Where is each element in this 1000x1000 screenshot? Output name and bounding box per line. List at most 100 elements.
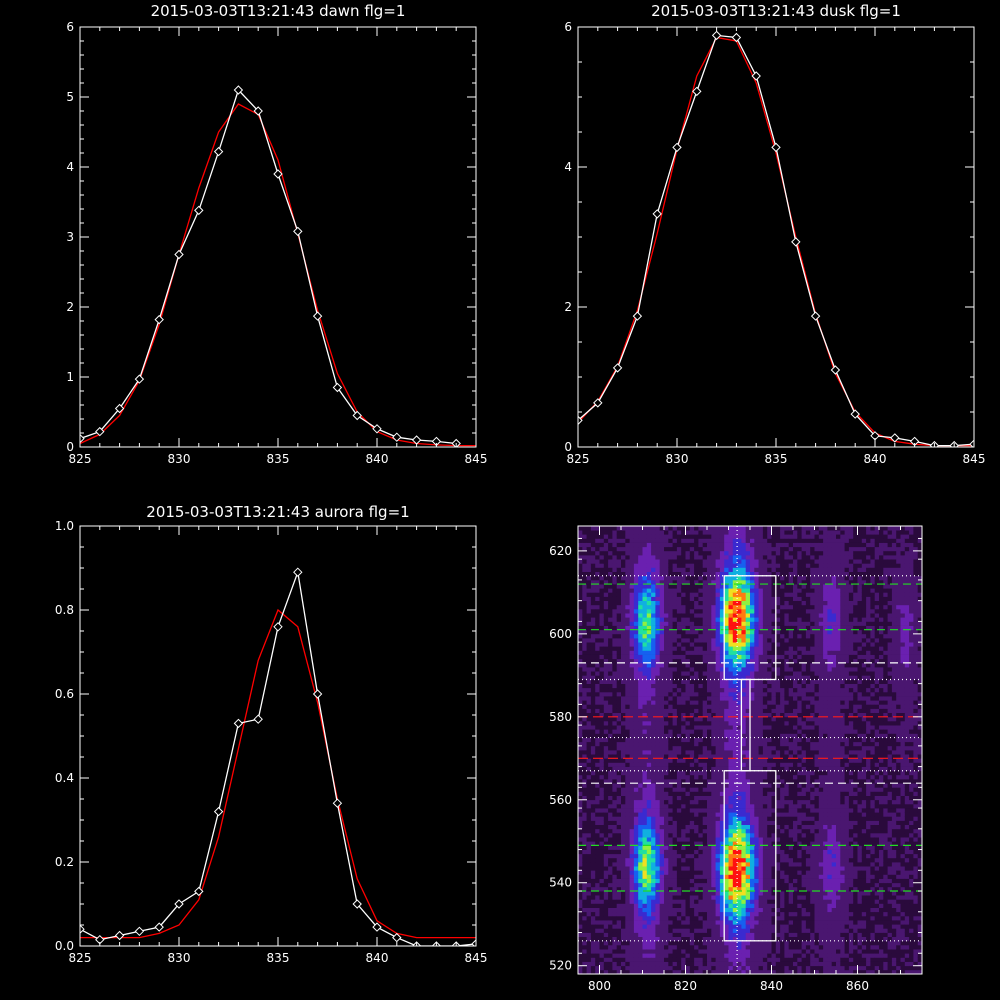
heatmap-cell: [702, 617, 708, 622]
heatmap-cell: [638, 795, 643, 801]
heatmap-cell: [642, 953, 648, 958]
heatmap-cell: [595, 745, 600, 751]
heatmap-cell: [745, 646, 751, 651]
heatmap-cell: [664, 953, 669, 958]
heatmap-cell: [625, 555, 630, 560]
heatmap-cell: [758, 891, 764, 896]
heatmap-cell: [642, 857, 648, 863]
heatmap-cell: [651, 609, 656, 614]
heatmap-cell: [608, 679, 613, 684]
heatmap-cell: [582, 687, 587, 693]
heatmap-cell: [599, 650, 605, 655]
heatmap-cell: [676, 770, 682, 776]
heatmap-cell: [621, 526, 626, 531]
heatmap-cell: [638, 766, 643, 772]
heatmap-cell: [741, 878, 747, 884]
heatmap-cell: [672, 741, 678, 747]
heatmap-cell: [750, 555, 755, 560]
heatmap-cell: [685, 758, 691, 763]
heatmap-cell: [676, 874, 682, 879]
heatmap-cell: [698, 654, 704, 660]
heatmap-cell: [612, 750, 618, 755]
heatmap-cell: [732, 754, 738, 759]
heatmap-cell: [642, 629, 648, 635]
heatmap-cell: [603, 530, 609, 535]
heatmap-cell: [745, 965, 751, 971]
heatmap-cell: [694, 621, 699, 626]
heatmap-cell: [676, 891, 682, 896]
heatmap-cell: [681, 915, 686, 921]
heatmap-cell: [668, 700, 673, 705]
heatmap-cell: [646, 733, 652, 738]
heatmap-cell: [616, 625, 622, 631]
heatmap-cell: [668, 774, 673, 780]
heatmap-cell: [655, 621, 661, 626]
heatmap-cell: [681, 816, 686, 821]
heatmap-cell: [590, 584, 596, 589]
heatmap-cell: [612, 803, 618, 809]
heatmap-cell: [698, 534, 704, 539]
heatmap-cell: [676, 862, 682, 867]
heatmap-cell: [578, 799, 583, 805]
heatmap-cell: [676, 575, 682, 581]
heatmap-cell: [590, 629, 596, 635]
heatmap-cell: [633, 600, 639, 606]
heatmap-cell: [599, 563, 605, 568]
heatmap-cell: [603, 837, 609, 842]
heatmap-cell: [578, 837, 583, 842]
heatmap-cell: [664, 559, 669, 564]
heatmap-cell: [633, 683, 639, 689]
heatmap-cell: [737, 803, 742, 809]
heatmap-cell: [655, 878, 661, 884]
heatmap-cell: [612, 886, 618, 892]
heatmap-cell: [707, 741, 712, 747]
heatmap-cell: [590, 857, 596, 863]
heatmap-cell: [638, 911, 643, 917]
heatmap-cell: [616, 886, 622, 892]
heatmap-cell: [676, 579, 682, 585]
heatmap-cell: [732, 563, 738, 568]
heatmap-cell: [621, 799, 626, 805]
heatmap-cell: [698, 633, 704, 639]
heatmap-cell: [578, 961, 583, 967]
heatmap-cell: [590, 646, 596, 651]
heatmap-cell: [719, 621, 725, 626]
data-point: [194, 205, 204, 216]
heatmap-cell: [719, 812, 725, 817]
heatmap-cell: [698, 791, 704, 796]
heatmap-cell: [754, 613, 759, 618]
heatmap-cell: [633, 633, 639, 639]
heatmap-cell: [745, 629, 751, 635]
heatmap-cell: [595, 609, 600, 614]
heatmap-cell: [750, 691, 755, 697]
heatmap-cell: [633, 903, 639, 908]
heatmap-cell: [659, 853, 665, 859]
heatmap-cell: [672, 667, 678, 672]
heatmap-cell: [724, 633, 729, 639]
heatmap-cell: [651, 754, 656, 759]
heatmap-cell: [664, 588, 669, 593]
heatmap-cell: [707, 584, 712, 589]
heatmap-cell: [711, 936, 716, 942]
heatmap-cell: [633, 542, 639, 548]
heatmap-cell: [629, 965, 635, 971]
heatmap-cell: [676, 658, 682, 664]
heatmap-cell: [651, 833, 656, 838]
heatmap-cell: [646, 642, 652, 647]
heatmap-cell: [750, 650, 755, 655]
heatmap-cell: [737, 820, 742, 825]
heatmap-cell: [608, 774, 613, 780]
heatmap-cell: [655, 667, 661, 672]
heatmap-cell: [599, 716, 605, 722]
heatmap-cell: [754, 683, 759, 689]
heatmap-cell: [702, 675, 708, 680]
heatmap-cell: [586, 779, 592, 784]
heatmap-cell: [621, 600, 626, 606]
heatmap-cell: [702, 932, 708, 937]
heatmap-cell: [642, 683, 648, 689]
heatmap-cell: [633, 928, 639, 933]
data-point: [273, 169, 283, 179]
heatmap-cell: [655, 920, 661, 925]
heatmap-cell: [664, 766, 669, 772]
